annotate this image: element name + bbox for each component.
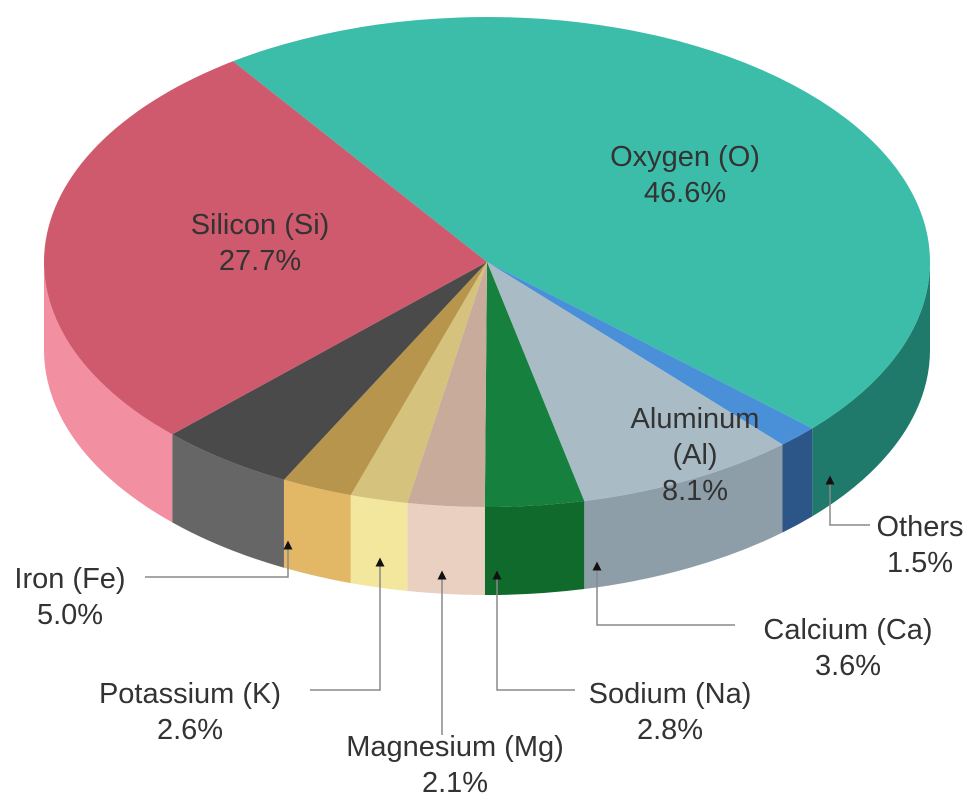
category-label: Calcium (Ca): [763, 614, 933, 646]
category-label: Silicon (Si): [190, 209, 330, 241]
slice-label: Oxygen (O) 46.6%: [610, 139, 760, 211]
slice: [407, 262, 487, 507]
value-label: 27.7%: [218, 245, 302, 277]
leader-line: [492, 570, 575, 691]
value-label: 1.5%: [886, 547, 954, 579]
value-label: 2.6%: [156, 714, 224, 746]
slice: [487, 262, 783, 502]
slice-side: [407, 503, 485, 595]
category-label: Magnesium (Mg): [346, 731, 564, 763]
slice-label: Sodium (Na) 2.8%: [589, 676, 752, 748]
slice-side: [484, 501, 585, 595]
slice: [172, 262, 488, 480]
slice: [44, 61, 488, 435]
value-label: 5.0%: [36, 599, 104, 631]
slice: [484, 262, 585, 507]
slice-side: [782, 428, 813, 533]
category-label: Aluminum (Al): [630, 403, 760, 471]
slice-side: [812, 262, 930, 517]
slice-side: [350, 495, 408, 592]
value-label: 46.6%: [643, 177, 727, 209]
value-label: 3.6%: [814, 650, 882, 682]
slice: [232, 16, 931, 429]
slice-label: Silicon (Si) 27.7%: [191, 207, 330, 279]
slice: [283, 262, 487, 496]
leader-line: [825, 475, 870, 526]
category-label: Potassium (K): [98, 678, 282, 710]
slice-label: Potassium (K) 2.6%: [99, 676, 281, 748]
value-label: 2.8%: [636, 714, 704, 746]
slice-label: Others 1.5%: [876, 509, 963, 581]
slice-label: Calcium (Ca) 3.6%: [763, 612, 932, 684]
leader-line: [592, 561, 735, 626]
leader-line: [145, 540, 293, 578]
slice-side: [44, 262, 173, 523]
category-label: Others: [876, 511, 964, 543]
slice-label: Iron (Fe) 5.0%: [14, 561, 125, 633]
slice-side: [283, 479, 351, 584]
leader-line: [310, 557, 385, 691]
category-label: Oxygen (O): [610, 141, 760, 173]
slice: [487, 262, 813, 445]
value-label: 8.1%: [661, 475, 729, 507]
slice-side: [172, 434, 284, 568]
slice: [350, 262, 487, 504]
value-label: 2.1%: [421, 767, 489, 799]
category-label: Sodium (Na): [588, 678, 752, 710]
slice-label: Aluminum (Al) 8.1%: [615, 401, 775, 509]
slice-label: Magnesium (Mg) 2.1%: [346, 729, 564, 801]
slice-side: [584, 444, 783, 590]
category-label: Iron (Fe): [14, 563, 126, 595]
